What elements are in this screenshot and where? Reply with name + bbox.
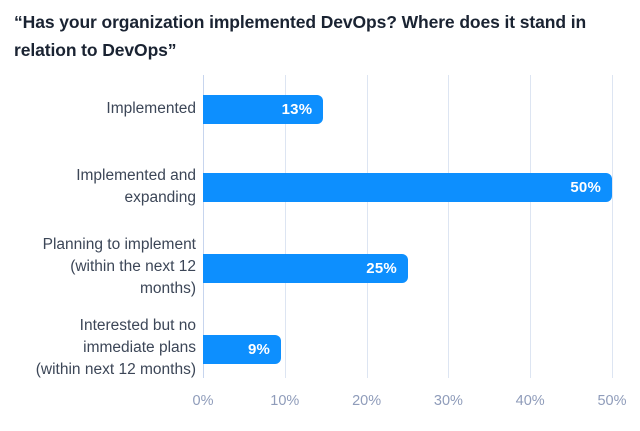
category-label-line: Planning to implement xyxy=(42,236,196,253)
category-label: Implemented and expanding xyxy=(10,165,196,209)
bar-value-label: 13% xyxy=(281,101,313,118)
x-tick-label: 20% xyxy=(352,393,382,409)
category-label-line: Interested but no xyxy=(79,317,196,334)
category-label-line: immediate plans xyxy=(83,339,196,356)
category-label-line: months) xyxy=(140,280,196,297)
category-label: Implemented xyxy=(10,98,196,120)
category-label-line: (within next 12 months) xyxy=(35,361,196,378)
grid-line xyxy=(284,75,286,378)
x-tick-label: 50% xyxy=(597,393,627,409)
bar-value-label: 25% xyxy=(366,259,397,277)
bar-value-label: 9% xyxy=(248,340,271,358)
bar: 25% xyxy=(203,253,408,283)
grid-line xyxy=(448,75,450,378)
x-tick-label: 0% xyxy=(192,393,214,409)
chart-title: “Has your organization implemented DevOp… xyxy=(14,12,587,60)
bar: 9% xyxy=(203,334,282,364)
grid-line xyxy=(530,75,532,378)
category-label-line: Implemented and xyxy=(76,166,196,184)
y-axis-line xyxy=(203,75,204,378)
grid-line xyxy=(366,75,368,378)
grid-line xyxy=(612,75,613,378)
category-label: Interested but no immediate plans (within … xyxy=(10,315,196,381)
x-tick-label: 10% xyxy=(270,393,300,409)
category-label-line: (within the next 12 xyxy=(70,258,196,275)
category-label-line: expanding xyxy=(124,188,196,206)
x-tick-label: 40% xyxy=(515,393,545,409)
bar-value-label: 50% xyxy=(570,179,601,196)
category-label-line: Implemented xyxy=(106,99,196,117)
bar: 50% xyxy=(203,173,612,202)
bar: 13% xyxy=(203,95,324,124)
x-tick-label: 30% xyxy=(433,393,463,409)
category-label: Planning to implement (within the next 12… xyxy=(10,234,196,300)
